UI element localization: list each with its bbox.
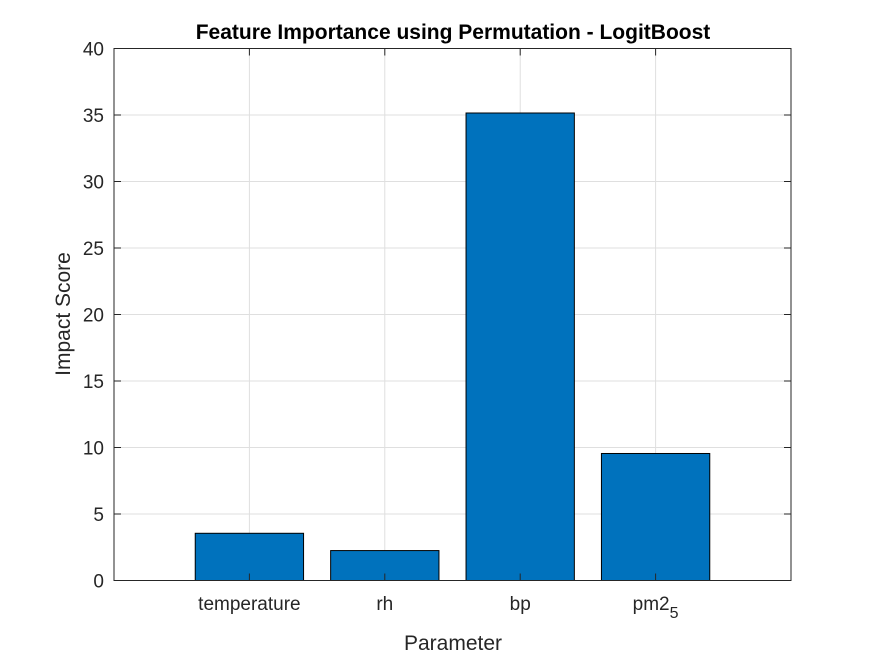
bar-temperature bbox=[194, 532, 305, 581]
bar-pm2-5 bbox=[600, 452, 711, 581]
x-axis-label: Parameter bbox=[404, 632, 502, 655]
chart-title: Feature Importance using Permutation - L… bbox=[196, 21, 711, 44]
x-tick-label: rh bbox=[376, 594, 393, 615]
x-tick-label: temperature bbox=[198, 594, 300, 615]
bar-bp bbox=[465, 112, 575, 581]
axis-ticks bbox=[114, 48, 791, 581]
y-tick-label: 30 bbox=[83, 173, 104, 194]
y-tick-label: 20 bbox=[83, 306, 104, 327]
y-tick-label: 40 bbox=[83, 40, 104, 61]
x-tick-label: bp bbox=[510, 594, 531, 615]
y-axis-label: Impact Score bbox=[52, 252, 75, 376]
y-tick-label: 0 bbox=[93, 572, 104, 593]
y-tick-labels: 0 5 10 15 20 25 30 35 40 bbox=[83, 40, 104, 593]
y-tick-label: 10 bbox=[83, 439, 104, 460]
x-tick-label: pm25 bbox=[633, 594, 679, 622]
y-tick-label: 35 bbox=[83, 106, 104, 127]
y-tick-label: 15 bbox=[83, 372, 104, 393]
y-tick-label: 25 bbox=[83, 239, 104, 260]
y-tick-label: 5 bbox=[93, 505, 104, 526]
x-tick-labels: temperature rh bp pm25 bbox=[198, 594, 678, 622]
bars bbox=[194, 112, 711, 582]
